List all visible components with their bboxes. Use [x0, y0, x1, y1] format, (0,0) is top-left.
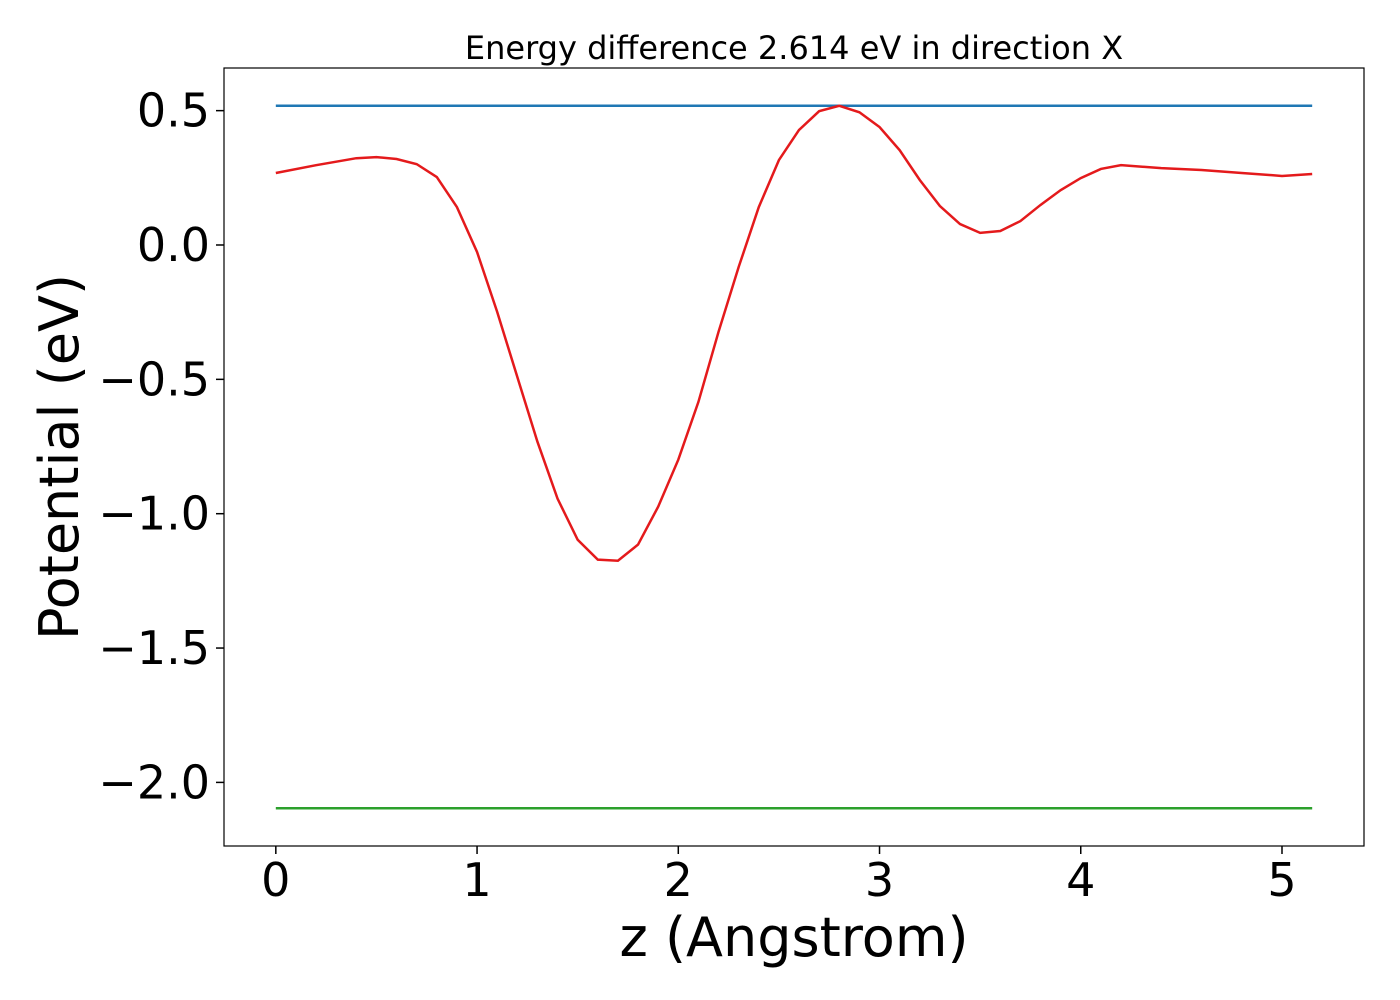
line-series — [275, 104, 1313, 562]
x-tick-label: 2 — [664, 853, 693, 907]
y-axis-label: Potential (eV) — [28, 274, 91, 640]
chart-title: Energy difference 2.614 eV in direction … — [465, 29, 1123, 67]
y-tick-label: −1.0 — [98, 487, 210, 541]
y-tick-label: 0.0 — [137, 218, 210, 272]
plot-frame — [223, 67, 1365, 847]
x-tick-label: 0 — [261, 853, 290, 907]
y-tick-label: −2.0 — [98, 755, 210, 809]
y-tick-label: −1.5 — [98, 621, 210, 675]
x-tick-label: 3 — [865, 853, 894, 907]
y-tick-label: −0.5 — [98, 352, 210, 406]
x-tick-label: 4 — [1066, 853, 1095, 907]
x-axis-label: z (Angstrom) — [619, 906, 968, 969]
x-tick-label: 1 — [462, 853, 491, 907]
x-tick-label: 5 — [1267, 853, 1296, 907]
y-tick-label: 0.5 — [137, 84, 210, 138]
